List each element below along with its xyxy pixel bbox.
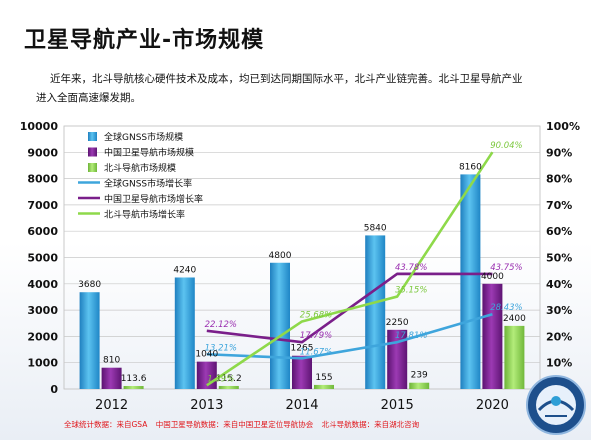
legend-label: 全球GNSS市场增长率 — [104, 178, 192, 190]
bar-0 — [460, 174, 481, 389]
y-left-tick-label: 9000 — [27, 146, 58, 159]
x-tick-label: 2013 — [190, 398, 223, 413]
bar-value-label: 4800 — [269, 251, 292, 261]
line-value-label: 13.21% — [205, 343, 237, 353]
line-value-label: 35.15% — [395, 286, 427, 296]
y-right-tick-label: 50% — [546, 252, 572, 265]
line-series-2 — [206, 151, 494, 387]
bar-2 — [123, 386, 144, 389]
bar-value-label: 2400 — [503, 314, 526, 324]
lines-layer — [206, 151, 494, 387]
y-right-tick-label: 60% — [546, 225, 572, 238]
bar-2 — [314, 384, 334, 389]
line-value-label: 43.78% — [395, 263, 427, 273]
y-right-tick-label: 100% — [546, 120, 580, 133]
legend-label: 北斗导航市场规模 — [104, 162, 176, 174]
y-left-tick-label: 2000 — [27, 330, 58, 343]
bar-0 — [365, 235, 386, 389]
bar-0 — [79, 292, 100, 389]
legend-label: 中国卫星导航市场规模 — [104, 147, 194, 159]
bar-0 — [174, 277, 195, 389]
bar-value-label: 155 — [315, 373, 332, 383]
legend-label: 中国卫星导航市场增长率 — [104, 193, 203, 205]
y-right-tick-label: 70% — [546, 199, 572, 212]
intro-line-2: 进入全面高速爆发期。 — [36, 92, 141, 104]
bar-value-label: 3680 — [78, 280, 101, 290]
footer-source-1: 全球统计数据：来自GSA — [64, 420, 148, 429]
bar-value-label: 2250 — [386, 318, 409, 328]
bar-value-label: 8160 — [459, 162, 482, 172]
legend-swatch-bar-2 — [88, 163, 97, 172]
y-right-tick-label: 80% — [546, 173, 572, 186]
footer-source-2: 中国卫星导航数据：来自中国卫星定位导航协会 — [155, 420, 314, 429]
bar-1 — [292, 355, 312, 389]
y-left-tick-label: 5000 — [27, 252, 58, 265]
x-tick-label: 2014 — [285, 398, 318, 413]
association-logo — [526, 375, 586, 435]
bar-1 — [387, 329, 408, 389]
bar-2 — [218, 385, 239, 389]
footer-source-3: 北斗导航数据：来自湖北咨询 — [321, 420, 420, 429]
line-series-0 — [206, 312, 493, 360]
bar-value-label: 1040 — [195, 350, 218, 360]
y-left-tick-label: 4000 — [27, 278, 58, 291]
y-left-tick-label: 10000 — [20, 120, 59, 133]
y-left-tick-label: 1000 — [27, 357, 58, 370]
bar-value-label: 1265 — [291, 344, 314, 354]
legend-label: 北斗导航市场增长率 — [104, 209, 185, 221]
line-value-label: 17.79% — [300, 331, 332, 341]
line-value-label: 25.68% — [300, 310, 332, 320]
bar-1 — [482, 283, 503, 389]
y-left-tick-label: 7000 — [27, 199, 58, 212]
bar-2 — [504, 325, 525, 389]
line-value-label: 28.43% — [490, 303, 522, 313]
y-left-tick-label: 0 — [50, 383, 58, 396]
y-right-tick-label: 90% — [546, 146, 572, 159]
intro-text: 近年来，北斗导航核心硬件技术及成本，均已到达同期国际水平，北斗产业链完善。北斗卫… — [36, 70, 576, 108]
y-right-tick-label: 30% — [546, 304, 572, 317]
labels-layer: 3680 4240 4800 5840 8160 810 1040 1265 2250 4000 1… — [78, 141, 526, 384]
line-value-label: 1.39% — [207, 374, 234, 384]
legend-swatch-bar-0 — [88, 132, 97, 141]
line-value-label: 43.75% — [490, 263, 522, 273]
y-right-tick-label: 10% — [546, 357, 572, 370]
intro-line-1: 近年来，北斗导航核心硬件技术及成本，均已到达同期国际水平，北斗产业链完善。北斗卫… — [50, 73, 523, 85]
bar-1 — [101, 367, 122, 389]
y-right-tick-label: 40% — [546, 278, 572, 291]
line-value-label: 11.67% — [300, 347, 332, 357]
line-value-label: 22.12% — [205, 320, 237, 330]
page-title: 卫星导航产业-市场规模 — [24, 28, 265, 53]
bar-0 — [270, 262, 290, 389]
line-value-label: 90.04% — [490, 141, 522, 151]
x-tick-label: 2012 — [95, 398, 128, 413]
bar-value-label: 113.6 — [121, 374, 147, 384]
x-tick-label: 2020 — [476, 398, 509, 413]
bar-value-label: 4000 — [481, 272, 504, 282]
bar-value-label: 5840 — [364, 223, 387, 233]
legend-swatch-bar-1 — [88, 147, 97, 157]
bar-value-label: 115.2 — [216, 374, 242, 384]
bar-value-label: 4240 — [173, 265, 196, 275]
y-left-tick-label: 6000 — [27, 225, 58, 238]
legend-label: 全球GNSS市场规模 — [104, 131, 183, 143]
y-left-tick-label: 8000 — [27, 173, 58, 186]
footer-sources: 全球统计数据：来自GSA 中国卫星导航数据：来自中国卫星定位导航协会 北斗导航数… — [64, 419, 425, 430]
legend-layer: 全球GNSS市场规模中国卫星导航市场规模北斗导航市场规模全球GNSS市场增长率中… — [78, 131, 203, 221]
line-value-label: 17.81% — [395, 331, 427, 341]
y-right-tick-label: 20% — [546, 330, 572, 343]
bar-value-label: 239 — [411, 371, 428, 381]
bar-value-label: 810 — [103, 356, 120, 366]
x-tick-label: 2015 — [381, 398, 414, 413]
y-left-tick-label: 3000 — [27, 304, 58, 317]
bar-2 — [409, 382, 430, 389]
